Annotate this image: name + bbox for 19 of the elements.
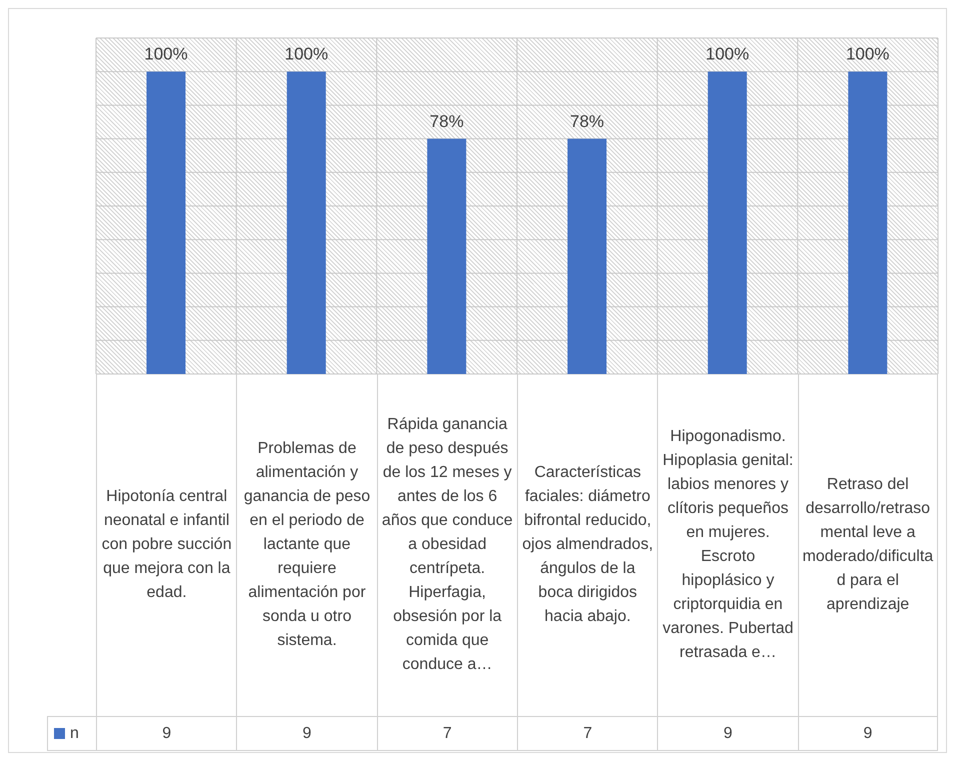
x-tick-label: Características faciales: diámetro bifrontal reducido, ojos almendrados, ángulos de la boca dirigidos hacia abajo. bbox=[521, 463, 654, 627]
category-label: Problemas de alimentación y ganancia de peso en el periodo de lactante que requiere alimentación por sonda u otro sistema. bbox=[244, 440, 370, 649]
annotation: 100% bbox=[144, 44, 188, 64]
data-label: 9 bbox=[657, 716, 798, 751]
data-label: 9 bbox=[236, 716, 377, 751]
category-label: Hipogonadismo. Hipoplasia genital: labios menores y clítoris pequeños en mujeres. Escroto hipoplásico y criptorquidia en varones. Pubertad retrasada e… bbox=[662, 428, 794, 661]
annotation: 78% bbox=[570, 112, 604, 131]
category-label: Rápida ganancia de peso después de los 12 meses y antes de los 6 años que conduce a obesidad centrípeta. Hiperfagia, obsesión por la comida que conduce a… bbox=[382, 416, 513, 673]
data-label: 9 bbox=[96, 716, 236, 751]
annotation: 100% bbox=[706, 44, 750, 64]
annotation: 100% bbox=[846, 44, 890, 64]
data-label: 7 bbox=[376, 716, 517, 751]
legend-label: n bbox=[70, 724, 79, 742]
x-tick-label: Hipotonía central neonatal e infantil con pobre succión que mejora con la edad. bbox=[100, 487, 233, 603]
data-label: 9 bbox=[798, 716, 938, 751]
annotation: 100% bbox=[284, 44, 328, 64]
annotation: 78% bbox=[430, 112, 464, 131]
x-tick-label: Retraso del desarrollo/retraso mental leve a moderado/dificultad para el aprendizaje bbox=[802, 475, 934, 615]
data-label: 7 bbox=[517, 716, 658, 751]
